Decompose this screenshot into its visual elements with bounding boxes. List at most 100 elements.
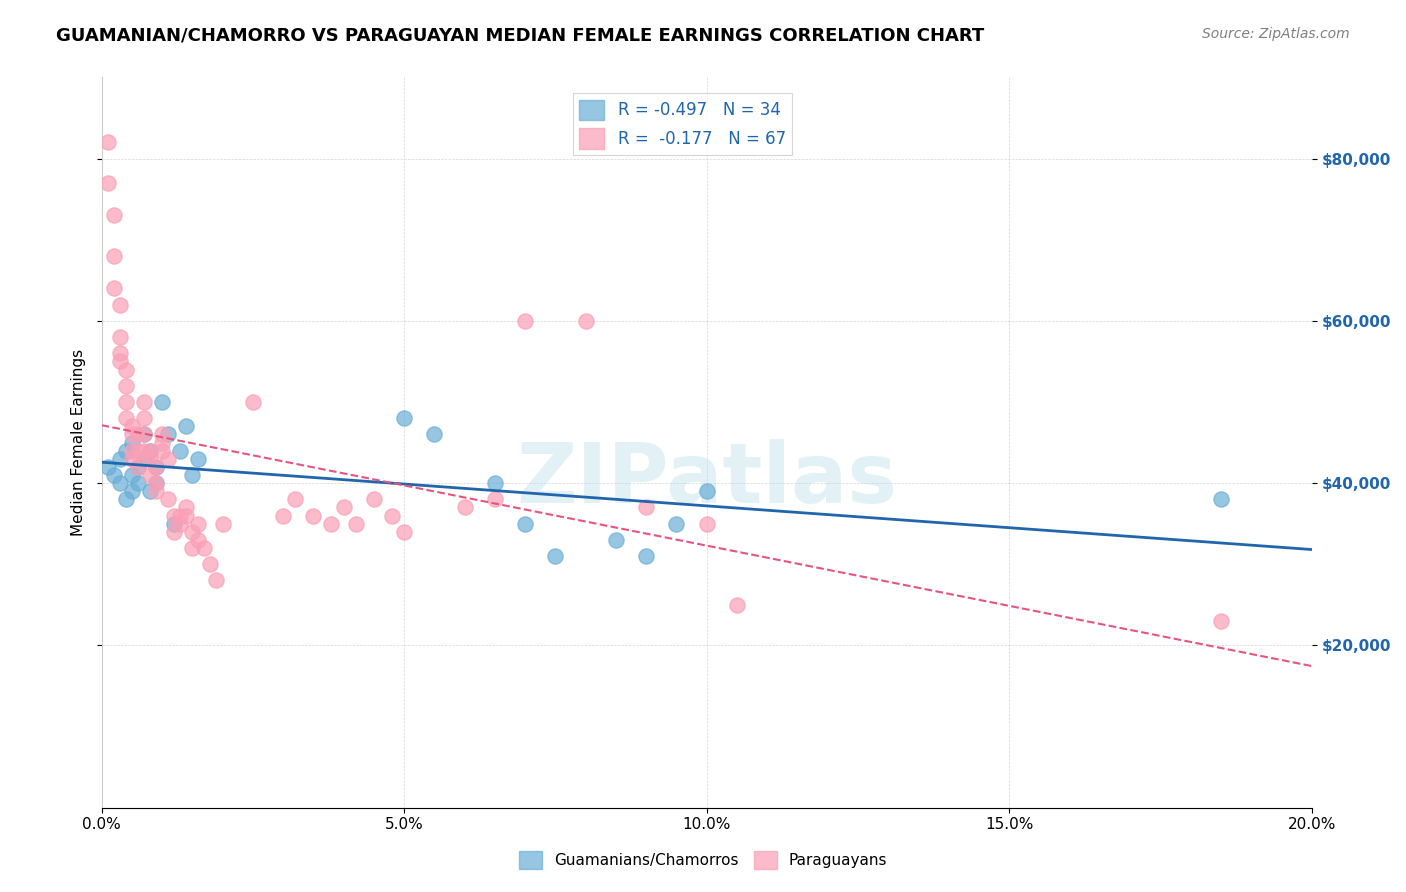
Point <box>392 411 415 425</box>
Legend: Guamanians/Chamorros, Paraguayans: Guamanians/Chamorros, Paraguayans <box>513 845 893 875</box>
Point <box>114 411 136 425</box>
Point <box>127 427 149 442</box>
Point <box>108 354 131 368</box>
Point <box>169 508 191 523</box>
Point <box>302 508 325 523</box>
Point <box>157 492 180 507</box>
Point <box>103 249 125 263</box>
Point <box>103 281 125 295</box>
Point <box>97 136 120 150</box>
Point <box>127 459 149 474</box>
Point <box>103 468 125 483</box>
Point <box>145 484 167 499</box>
Point <box>187 516 209 531</box>
Point <box>484 476 506 491</box>
Point <box>108 330 131 344</box>
Point <box>200 558 222 572</box>
Point <box>284 492 307 507</box>
Point <box>103 208 125 222</box>
Point <box>114 395 136 409</box>
Point <box>636 549 658 563</box>
Point <box>108 298 131 312</box>
Point <box>150 435 173 450</box>
Point <box>174 508 197 523</box>
Point <box>163 524 186 539</box>
Point <box>132 443 155 458</box>
Point <box>157 451 180 466</box>
Point <box>114 362 136 376</box>
Point <box>174 500 197 515</box>
Point <box>696 516 718 531</box>
Point <box>121 419 143 434</box>
Point <box>187 533 209 547</box>
Point <box>121 484 143 499</box>
Point <box>139 443 162 458</box>
Point <box>392 524 415 539</box>
Point <box>381 508 404 523</box>
Point <box>484 492 506 507</box>
Point <box>114 492 136 507</box>
Point <box>108 476 131 491</box>
Point <box>145 459 167 474</box>
Point <box>157 427 180 442</box>
Point <box>132 451 155 466</box>
Point <box>332 500 354 515</box>
Point <box>121 451 143 466</box>
Point <box>1209 492 1232 507</box>
Point <box>174 419 197 434</box>
Point <box>163 516 186 531</box>
Point <box>423 427 446 442</box>
Point <box>121 427 143 442</box>
Point <box>127 459 149 474</box>
Point <box>513 516 536 531</box>
Point <box>725 598 748 612</box>
Point <box>114 443 136 458</box>
Point <box>575 314 598 328</box>
Point <box>150 395 173 409</box>
Point <box>169 516 191 531</box>
Point <box>696 484 718 499</box>
Point <box>132 411 155 425</box>
Point <box>139 484 162 499</box>
Point <box>145 476 167 491</box>
Point <box>344 516 367 531</box>
Point <box>139 443 162 458</box>
Point <box>242 395 264 409</box>
Point <box>132 427 155 442</box>
Point <box>636 500 658 515</box>
Point <box>127 476 149 491</box>
Point <box>181 468 204 483</box>
Point <box>97 176 120 190</box>
Point <box>121 443 143 458</box>
Point <box>363 492 385 507</box>
Point <box>187 451 209 466</box>
Point <box>321 516 343 531</box>
Point <box>271 508 294 523</box>
Point <box>181 541 204 555</box>
Point <box>181 524 204 539</box>
Point <box>150 427 173 442</box>
Point <box>139 468 162 483</box>
Point <box>145 459 167 474</box>
Legend: R = -0.497   N = 34, R =  -0.177   N = 67: R = -0.497 N = 34, R = -0.177 N = 67 <box>572 93 793 155</box>
Point <box>132 395 155 409</box>
Text: GUAMANIAN/CHAMORRO VS PARAGUAYAN MEDIAN FEMALE EARNINGS CORRELATION CHART: GUAMANIAN/CHAMORRO VS PARAGUAYAN MEDIAN … <box>56 27 984 45</box>
Point <box>605 533 627 547</box>
Point <box>665 516 688 531</box>
Point <box>211 516 233 531</box>
Point <box>544 549 567 563</box>
Point <box>114 378 136 392</box>
Point <box>132 427 155 442</box>
Point <box>139 451 162 466</box>
Point <box>453 500 475 515</box>
Point <box>108 451 131 466</box>
Point <box>1209 614 1232 628</box>
Point <box>163 508 186 523</box>
Point <box>121 468 143 483</box>
Y-axis label: Median Female Earnings: Median Female Earnings <box>72 349 86 536</box>
Point <box>193 541 215 555</box>
Point <box>150 443 173 458</box>
Point <box>127 443 149 458</box>
Point <box>121 435 143 450</box>
Point <box>205 574 228 588</box>
